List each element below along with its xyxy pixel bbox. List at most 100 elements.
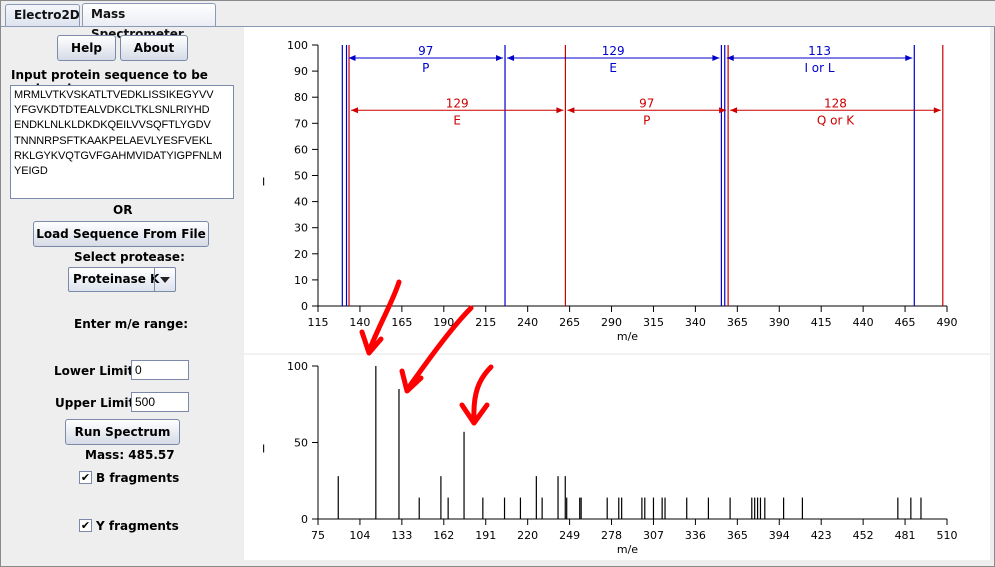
mass-difference-value: 129 bbox=[446, 96, 469, 110]
control-panel: Help About Input protein sequence to be … bbox=[1, 27, 244, 567]
annotation-arrow bbox=[406, 305, 474, 390]
chart0-x-tick-label: 365 bbox=[727, 316, 748, 329]
protease-label: Select protease: bbox=[74, 250, 185, 264]
y-fragments-checkbox[interactable]: ✔ bbox=[79, 519, 92, 532]
chart0-y-tick-label: 30 bbox=[294, 222, 308, 235]
chart1-x-tick-label: 75 bbox=[311, 529, 325, 542]
arrow-right-icon bbox=[496, 55, 504, 62]
residue-label: P bbox=[422, 61, 429, 75]
b-fragments-checkbox[interactable]: ✔ bbox=[79, 471, 92, 484]
annotation-arrowhead bbox=[459, 402, 490, 426]
chart1-x-tick-label: 394 bbox=[769, 529, 790, 542]
upper-limit-field[interactable]: 500 bbox=[131, 392, 189, 412]
chart1-x-tick-label: 249 bbox=[559, 529, 580, 542]
chart1-x-tick-label: 336 bbox=[685, 529, 706, 542]
chart1-x-tick-label: 278 bbox=[601, 529, 622, 542]
chart1-x-tick-label: 133 bbox=[391, 529, 412, 542]
chart0-y-axis-label: I bbox=[262, 176, 265, 189]
residue-label: Q or K bbox=[817, 113, 855, 127]
chart0-y-tick-label: 50 bbox=[294, 170, 308, 183]
b-fragments-label: B fragments bbox=[96, 471, 180, 485]
plot-area: 115 140 165 190 215 240 265 290 315 340 365 390 415 4… bbox=[244, 27, 990, 560]
help-button[interactable]: Help bbox=[57, 35, 116, 61]
chart1-x-tick-label: 365 bbox=[727, 529, 748, 542]
chart0-y-tick-label: 80 bbox=[294, 91, 308, 104]
arrow-right-icon bbox=[933, 107, 941, 114]
annotation-arrowhead bbox=[359, 329, 384, 356]
sequence-input[interactable]: MRMLVTKVSKATLTVEDKLISSIKEGYVV YFGVKDTDTE… bbox=[10, 85, 234, 199]
chart0-y-tick-label: 60 bbox=[294, 143, 308, 156]
mass-difference-value: 128 bbox=[824, 96, 847, 110]
chart1-x-tick-label: 220 bbox=[517, 529, 538, 542]
chart1-x-tick-label: 510 bbox=[937, 529, 958, 542]
load-sequence-button[interactable]: Load Sequence From File bbox=[33, 221, 209, 247]
y-fragments-label: Y fragments bbox=[96, 519, 179, 533]
run-spectrum-button[interactable]: Run Spectrum bbox=[65, 419, 180, 445]
chart1-x-tick-label: 104 bbox=[349, 529, 370, 542]
residue-label: E bbox=[453, 113, 461, 127]
chart1-y-tick-label: 50 bbox=[294, 437, 308, 450]
chart1-y-tick-label: 100 bbox=[287, 360, 308, 373]
arrow-left-icon bbox=[567, 107, 575, 114]
chart1-x-tick-label: 481 bbox=[895, 529, 916, 542]
chart0-x-tick-label: 315 bbox=[643, 316, 664, 329]
chart0-y-tick-label: 90 bbox=[294, 65, 308, 78]
chart1-x-tick-label: 423 bbox=[811, 529, 832, 542]
chart0-x-tick-label: 340 bbox=[685, 316, 706, 329]
chart1-y-axis-label: I bbox=[262, 443, 265, 456]
spectra-chart: 115 140 165 190 215 240 265 290 315 340 365 390 415 4… bbox=[244, 39, 990, 556]
lower-limit-field[interactable]: 0 bbox=[131, 360, 189, 380]
residue-label: P bbox=[643, 113, 650, 127]
chart1-y-tick-label: 0 bbox=[301, 513, 308, 526]
chart0-x-tick-label: 265 bbox=[559, 316, 580, 329]
chart0-x-tick-label: 190 bbox=[433, 316, 454, 329]
chart0-x-tick-label: 215 bbox=[475, 316, 496, 329]
arrow-right-icon bbox=[719, 107, 727, 114]
tab-divider bbox=[1, 26, 995, 27]
arrow-right-icon bbox=[905, 55, 913, 62]
chart0-x-tick-label: 390 bbox=[769, 316, 790, 329]
or-label: OR bbox=[113, 203, 133, 217]
chart0-y-tick-label: 10 bbox=[294, 274, 308, 287]
mass-readout: Mass: 485.57 bbox=[85, 448, 175, 462]
protease-select[interactable]: Proteinase K bbox=[68, 267, 176, 292]
chart0-y-tick-label: 40 bbox=[294, 196, 308, 209]
chart1-x-axis-label: m/e bbox=[617, 543, 638, 556]
arrow-right-icon bbox=[712, 55, 720, 62]
range-title: Enter m/e range: bbox=[74, 317, 188, 331]
annotation-arrow bbox=[471, 364, 494, 422]
chart0-x-tick-label: 490 bbox=[937, 316, 958, 329]
tab-electro2d[interactable]: Electro2D bbox=[5, 4, 80, 26]
arrow-left-icon bbox=[730, 107, 738, 114]
chart0-x-tick-label: 465 bbox=[895, 316, 916, 329]
tab-mass-spectrometer[interactable]: Mass Spectrometer bbox=[82, 3, 216, 41]
chart1-x-tick-label: 307 bbox=[643, 529, 664, 542]
chart0-x-tick-label: 165 bbox=[391, 316, 412, 329]
chart0-x-tick-label: 240 bbox=[517, 316, 538, 329]
chart0-y-tick-label: 0 bbox=[301, 300, 308, 313]
residue-label: E bbox=[609, 61, 617, 75]
mass-difference-value: 129 bbox=[602, 44, 625, 58]
upper-limit-label: Upper Limit: bbox=[55, 396, 140, 410]
chart1-x-tick-label: 162 bbox=[433, 529, 454, 542]
about-button[interactable]: About bbox=[120, 35, 188, 61]
arrow-left-icon bbox=[348, 55, 356, 62]
mass-difference-value: 113 bbox=[808, 44, 831, 58]
chevron-down-icon[interactable] bbox=[154, 268, 175, 291]
arrow-left-icon bbox=[507, 55, 515, 62]
chart0-y-tick-label: 20 bbox=[294, 248, 308, 261]
chart1-x-tick-label: 191 bbox=[475, 529, 496, 542]
arrow-left-icon bbox=[351, 107, 359, 114]
chart0-x-tick-label: 440 bbox=[853, 316, 874, 329]
chart0-x-tick-label: 290 bbox=[601, 316, 622, 329]
arrow-left-icon bbox=[726, 55, 734, 62]
mass-difference-value: 97 bbox=[639, 96, 654, 110]
tab-bar: Electro2D Mass Spectrometer bbox=[1, 1, 995, 41]
arrow-right-icon bbox=[556, 107, 564, 114]
chart0-x-tick-label: 415 bbox=[811, 316, 832, 329]
annotation-arrowhead bbox=[399, 368, 424, 394]
chart0-y-tick-label: 70 bbox=[294, 117, 308, 130]
chart0-y-tick-label: 100 bbox=[287, 39, 308, 52]
chart0-x-axis-label: m/e bbox=[617, 330, 638, 343]
